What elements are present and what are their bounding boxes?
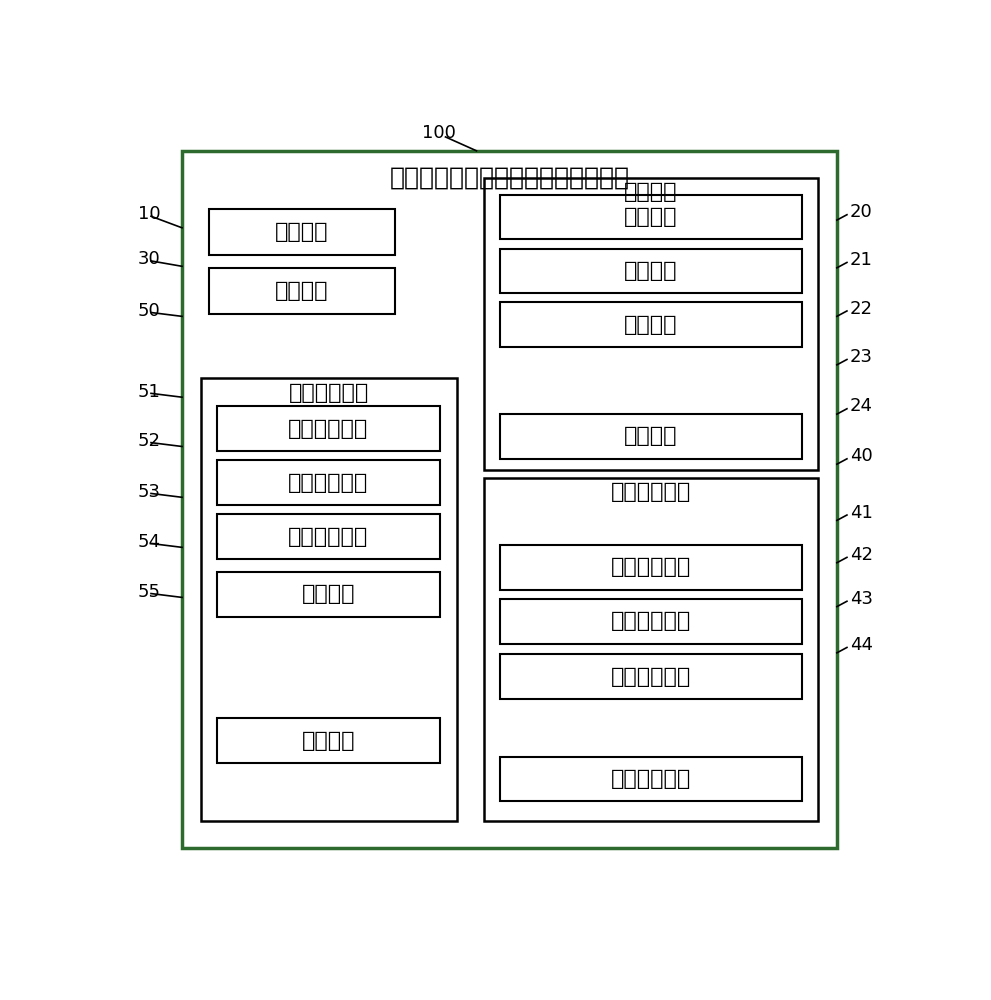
Text: 正式考核单元: 正式考核单元 xyxy=(289,383,370,403)
Bar xyxy=(182,151,836,848)
Bar xyxy=(217,460,440,505)
Text: 统计单元: 统计单元 xyxy=(301,584,355,604)
Bar xyxy=(499,757,802,801)
Text: 笔记单元: 笔记单元 xyxy=(624,426,678,446)
Text: 选择单元: 选择单元 xyxy=(624,261,678,281)
Text: 预览单元: 预览单元 xyxy=(624,315,678,335)
Text: 24: 24 xyxy=(850,397,873,415)
Bar xyxy=(209,209,395,255)
Text: 43: 43 xyxy=(850,590,873,608)
Text: 第二生成单元: 第二生成单元 xyxy=(288,419,369,439)
Text: 54: 54 xyxy=(138,533,161,551)
Text: 20: 20 xyxy=(850,203,873,221)
Text: 集成电路制造工艺虚拟仿真训练平台: 集成电路制造工艺虚拟仿真训练平台 xyxy=(389,166,629,190)
Text: 100: 100 xyxy=(422,124,456,142)
Text: 21: 21 xyxy=(850,251,873,269)
Text: 53: 53 xyxy=(138,483,161,501)
Bar xyxy=(217,718,440,763)
Text: 42: 42 xyxy=(850,546,873,564)
Bar xyxy=(209,268,395,314)
Text: 52: 52 xyxy=(138,432,161,450)
Text: 55: 55 xyxy=(138,583,161,601)
Text: 51: 51 xyxy=(138,383,161,401)
Text: 10: 10 xyxy=(138,205,161,223)
Bar xyxy=(217,514,440,559)
Bar xyxy=(499,545,802,590)
Bar xyxy=(499,302,802,347)
Text: 第一批阅单元: 第一批阅单元 xyxy=(610,667,691,687)
Bar xyxy=(485,178,818,470)
Text: 第一生成单元: 第一生成单元 xyxy=(610,557,691,577)
Text: 41: 41 xyxy=(850,504,873,522)
Text: 44: 44 xyxy=(850,636,873,654)
Text: 学习单元: 学习单元 xyxy=(624,182,678,202)
Text: 更新单元: 更新单元 xyxy=(301,731,355,751)
Bar xyxy=(485,478,818,821)
Text: 第二批阅单元: 第二批阅单元 xyxy=(288,527,369,547)
Bar xyxy=(217,406,440,451)
Bar xyxy=(499,599,802,644)
Text: 第二答卷单元: 第二答卷单元 xyxy=(288,473,369,493)
Text: 30: 30 xyxy=(138,250,161,268)
Bar xyxy=(499,249,802,293)
Bar xyxy=(217,572,440,617)
Text: 22: 22 xyxy=(850,300,873,318)
Text: 存储单元: 存储单元 xyxy=(624,207,678,227)
Text: 第一答卷单元: 第一答卷单元 xyxy=(610,611,691,631)
Text: 23: 23 xyxy=(850,348,873,366)
Text: 登录单元: 登录单元 xyxy=(275,222,329,242)
Bar xyxy=(499,654,802,699)
Bar xyxy=(201,378,457,821)
Text: 练习考核单元: 练习考核单元 xyxy=(610,482,691,502)
Text: 题库单元: 题库单元 xyxy=(275,281,329,301)
Text: 50: 50 xyxy=(138,302,161,320)
Text: 难度设定单元: 难度设定单元 xyxy=(610,769,691,789)
Bar xyxy=(499,414,802,459)
Text: 40: 40 xyxy=(850,447,873,465)
Bar xyxy=(499,195,802,239)
